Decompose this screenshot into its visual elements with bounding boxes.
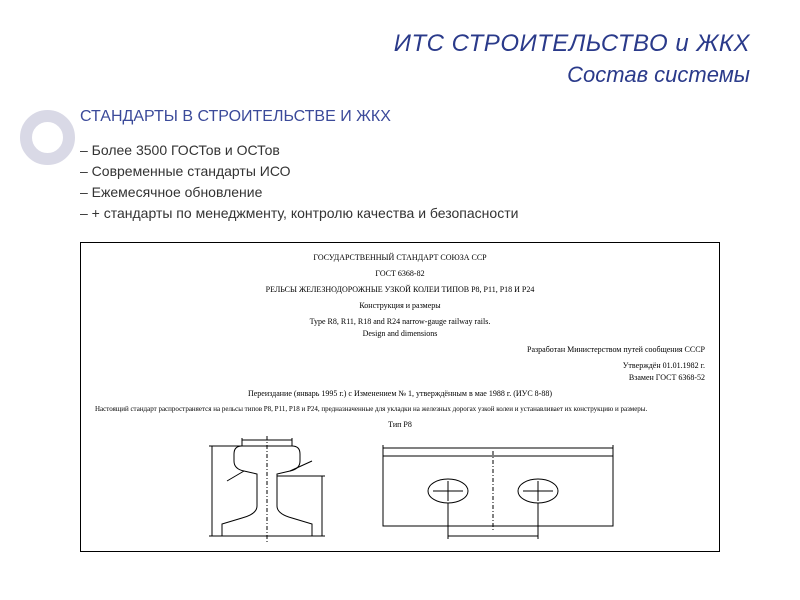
section-title: СТАНДАРТЫ В СТРОИТЕЛЬСТВЕ И ЖКХ [80,108,750,126]
header-line-1: ИТС СТРОИТЕЛЬСТВО и ЖКХ [80,30,750,58]
bullet-item: – Ежемесячное обновление [80,182,750,203]
slide: ИТС СТРОИТЕЛЬСТВО и ЖКХ Состав системы С… [0,0,800,600]
bullet-item: – + стандарты по менеджменту, контролю к… [80,203,750,224]
doc-line: ГОСТ 6368-82 [95,269,705,279]
doc-line: РЕЛЬСЫ ЖЕЛЕЗНОДОРОЖНЫЕ УЗКОЙ КОЛЕИ ТИПОВ… [95,285,705,295]
doc-line: Type R8, R11, R18 and R24 narrow-gauge r… [95,317,705,327]
rail-cross-section-icon [182,436,362,546]
bullet-item: – Современные стандарты ИСО [80,161,750,182]
doc-line: Взамен ГОСТ 6368-52 [95,373,705,383]
rail-joint-icon [378,436,618,546]
doc-line: Настоящий стандарт распространяется на р… [95,405,705,414]
engineering-drawings [95,436,705,546]
doc-line: Переиздание (январь 1995 г.) с Изменение… [95,389,705,399]
header-line-2: Состав системы [80,62,750,88]
doc-line: Конструкция и размеры [95,301,705,311]
bullet-list: – Более 3500 ГОСТов и ОСТов – Современны… [80,140,750,224]
doc-line: ГОСУДАРСТВЕННЫЙ СТАНДАРТ СОЮЗА ССР [95,253,705,263]
doc-line: Разработан Министерством путей сообщения… [95,345,705,355]
bullet-item: – Более 3500 ГОСТов и ОСТов [80,140,750,161]
slide-header: ИТС СТРОИТЕЛЬСТВО и ЖКХ Состав системы [80,30,750,88]
doc-line: Тип Р8 [95,420,705,430]
decorative-ring [20,110,75,165]
doc-line: Утверждён 01.01.1982 г. [95,361,705,371]
document-preview: ГОСУДАРСТВЕННЫЙ СТАНДАРТ СОЮЗА ССР ГОСТ … [80,242,720,552]
doc-line: Design and dimensions [95,329,705,339]
